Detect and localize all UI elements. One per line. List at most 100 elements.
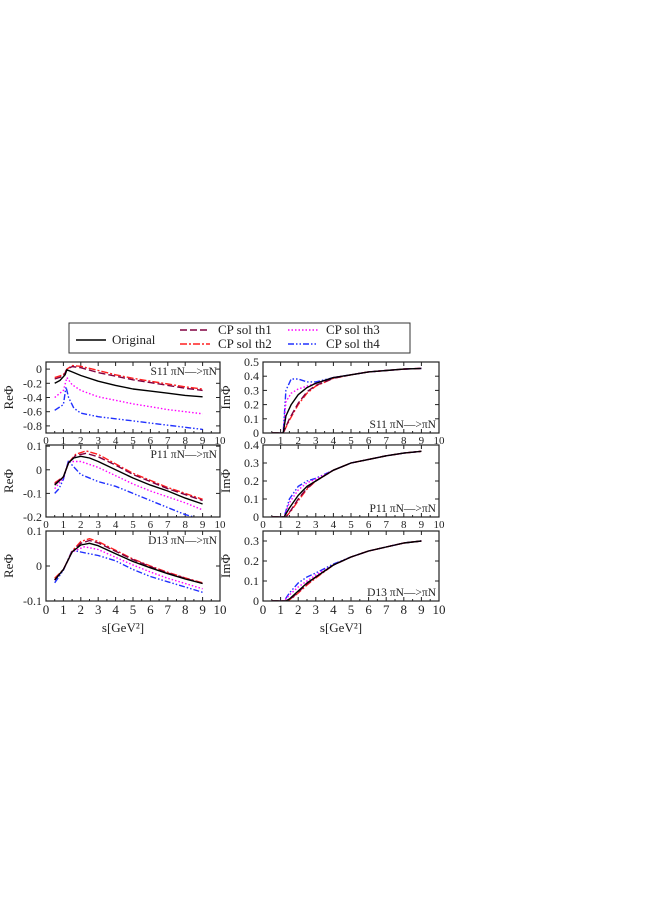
y-tick-label: 0 — [36, 559, 42, 573]
x-tick-label: 0 — [43, 602, 50, 617]
x-tick-label: 8 — [401, 435, 407, 447]
y-axis-label: ReΦ — [1, 469, 16, 493]
series-line-cp-sol-th4 — [271, 540, 422, 601]
legend-label: Original — [112, 332, 156, 347]
legend-entry: CP sol th4 — [288, 336, 380, 351]
x-tick-label: 2 — [78, 435, 84, 447]
x-tick-label: 9 — [419, 519, 425, 531]
series-line-original — [271, 367, 422, 433]
x-tick-label: 9 — [200, 519, 206, 531]
series-group — [271, 367, 422, 433]
plot-frame — [45, 530, 221, 602]
plot-frame — [45, 361, 221, 434]
y-axis-label: ReΦ — [1, 385, 16, 409]
x-tick-label: 0 — [260, 602, 267, 617]
legend-entry: CP sol th2 — [180, 336, 272, 351]
x-tick-label: 8 — [182, 435, 188, 447]
y-tick-label: 0.1 — [27, 524, 42, 538]
x-tick-label: 0 — [260, 435, 266, 447]
series-line-cp-sol-th3 — [271, 450, 422, 517]
series-line-cp-sol-th4 — [54, 386, 203, 431]
x-tick-label: 0 — [43, 519, 49, 531]
x-tick-label: 7 — [165, 602, 172, 617]
panel-annotation: P11 πN—>πN — [150, 449, 217, 461]
x-tick-label: 5 — [348, 519, 354, 531]
y-axis-label: ImΦ — [218, 469, 233, 493]
x-tick-label: 6 — [148, 519, 154, 531]
legend-label: CP sol th4 — [326, 336, 380, 351]
y-tick-label: -0.2 — [23, 510, 42, 524]
x-tick-label: 10 — [433, 602, 446, 617]
x-tick-label: 6 — [366, 435, 372, 447]
x-tick-label: 2 — [295, 435, 301, 447]
x-tick-label: 3 — [95, 435, 101, 447]
x-tick-label: 1 — [61, 435, 67, 447]
x-tick-label: 8 — [182, 602, 189, 617]
x-tick-label: 1 — [60, 602, 67, 617]
x-tick-label: 4 — [113, 435, 119, 447]
series-line-original — [54, 455, 203, 505]
x-tick-label: 4 — [330, 602, 337, 617]
x-tick-label: 8 — [401, 602, 408, 617]
y-tick-label: 0.3 — [244, 534, 259, 548]
x-tick-label: 10 — [215, 519, 227, 531]
series-line-original — [271, 540, 422, 601]
series-line-cp-sol-th4 — [271, 367, 422, 433]
y-tick-label: 0 — [253, 510, 259, 524]
series-line-cp-sol-th4 — [54, 549, 203, 593]
y-tick-label: 0 — [36, 463, 42, 477]
x-tick-label: 7 — [383, 435, 389, 447]
x-tick-label: 6 — [148, 435, 154, 447]
y-axis-label: ImΦ — [218, 554, 233, 578]
x-axis-label: s[GeV²] — [320, 620, 362, 635]
y-tick-label: 0.2 — [244, 398, 259, 412]
y-tick-label: -0.6 — [23, 405, 42, 419]
x-tick-label: 5 — [348, 602, 355, 617]
x-tick-label: 4 — [113, 519, 119, 531]
y-tick-label: 0.1 — [244, 574, 259, 588]
x-tick-label: 9 — [199, 602, 206, 617]
x-tick-label: 6 — [366, 519, 372, 531]
x-tick-label: 3 — [313, 519, 319, 531]
legend-label: CP sol th3 — [326, 322, 380, 337]
y-tick-label: 0.4 — [244, 369, 259, 383]
x-tick-label: 3 — [95, 519, 101, 531]
plot-frame — [262, 361, 440, 434]
x-tick-label: 2 — [78, 519, 84, 531]
x-tick-label: 7 — [383, 519, 389, 531]
x-tick-label: 10 — [214, 602, 227, 617]
y-tick-label: 0.5 — [244, 355, 259, 369]
panel-annotation: D13 πN—>πN — [367, 587, 437, 599]
x-tick-label: 0 — [43, 435, 49, 447]
y-tick-label: -0.2 — [23, 376, 42, 390]
series-line-cp-sol-th4 — [54, 459, 197, 517]
y-tick-label: -0.4 — [23, 391, 42, 405]
y-axis-label: ImΦ — [218, 385, 233, 409]
legend-label: CP sol th1 — [218, 322, 272, 337]
legend-box — [68, 322, 411, 354]
x-tick-label: 7 — [165, 435, 171, 447]
series-group — [271, 540, 422, 601]
y-tick-label: 0.1 — [244, 412, 259, 426]
x-tick-label: 5 — [130, 435, 136, 447]
series-line-cp-sol-th3 — [54, 376, 203, 415]
panel-annotation: S11 πN—>πN — [150, 366, 217, 378]
x-axis-label: s[GeV²] — [102, 620, 144, 635]
series-group — [54, 364, 203, 431]
x-tick-label: 9 — [419, 435, 425, 447]
y-axis-label: ReΦ — [1, 554, 16, 578]
panel-annotation: P11 πN—>πN — [369, 503, 436, 515]
x-tick-label: 2 — [295, 519, 301, 531]
x-tick-label: 5 — [348, 435, 354, 447]
x-tick-label: 6 — [365, 602, 372, 617]
x-tick-label: 9 — [200, 435, 206, 447]
x-tick-label: 10 — [434, 435, 446, 447]
series-line-cp-sol-th3 — [54, 546, 203, 590]
x-tick-label: 7 — [383, 602, 390, 617]
y-tick-label: 0.3 — [244, 383, 259, 397]
x-tick-label: 8 — [182, 519, 188, 531]
